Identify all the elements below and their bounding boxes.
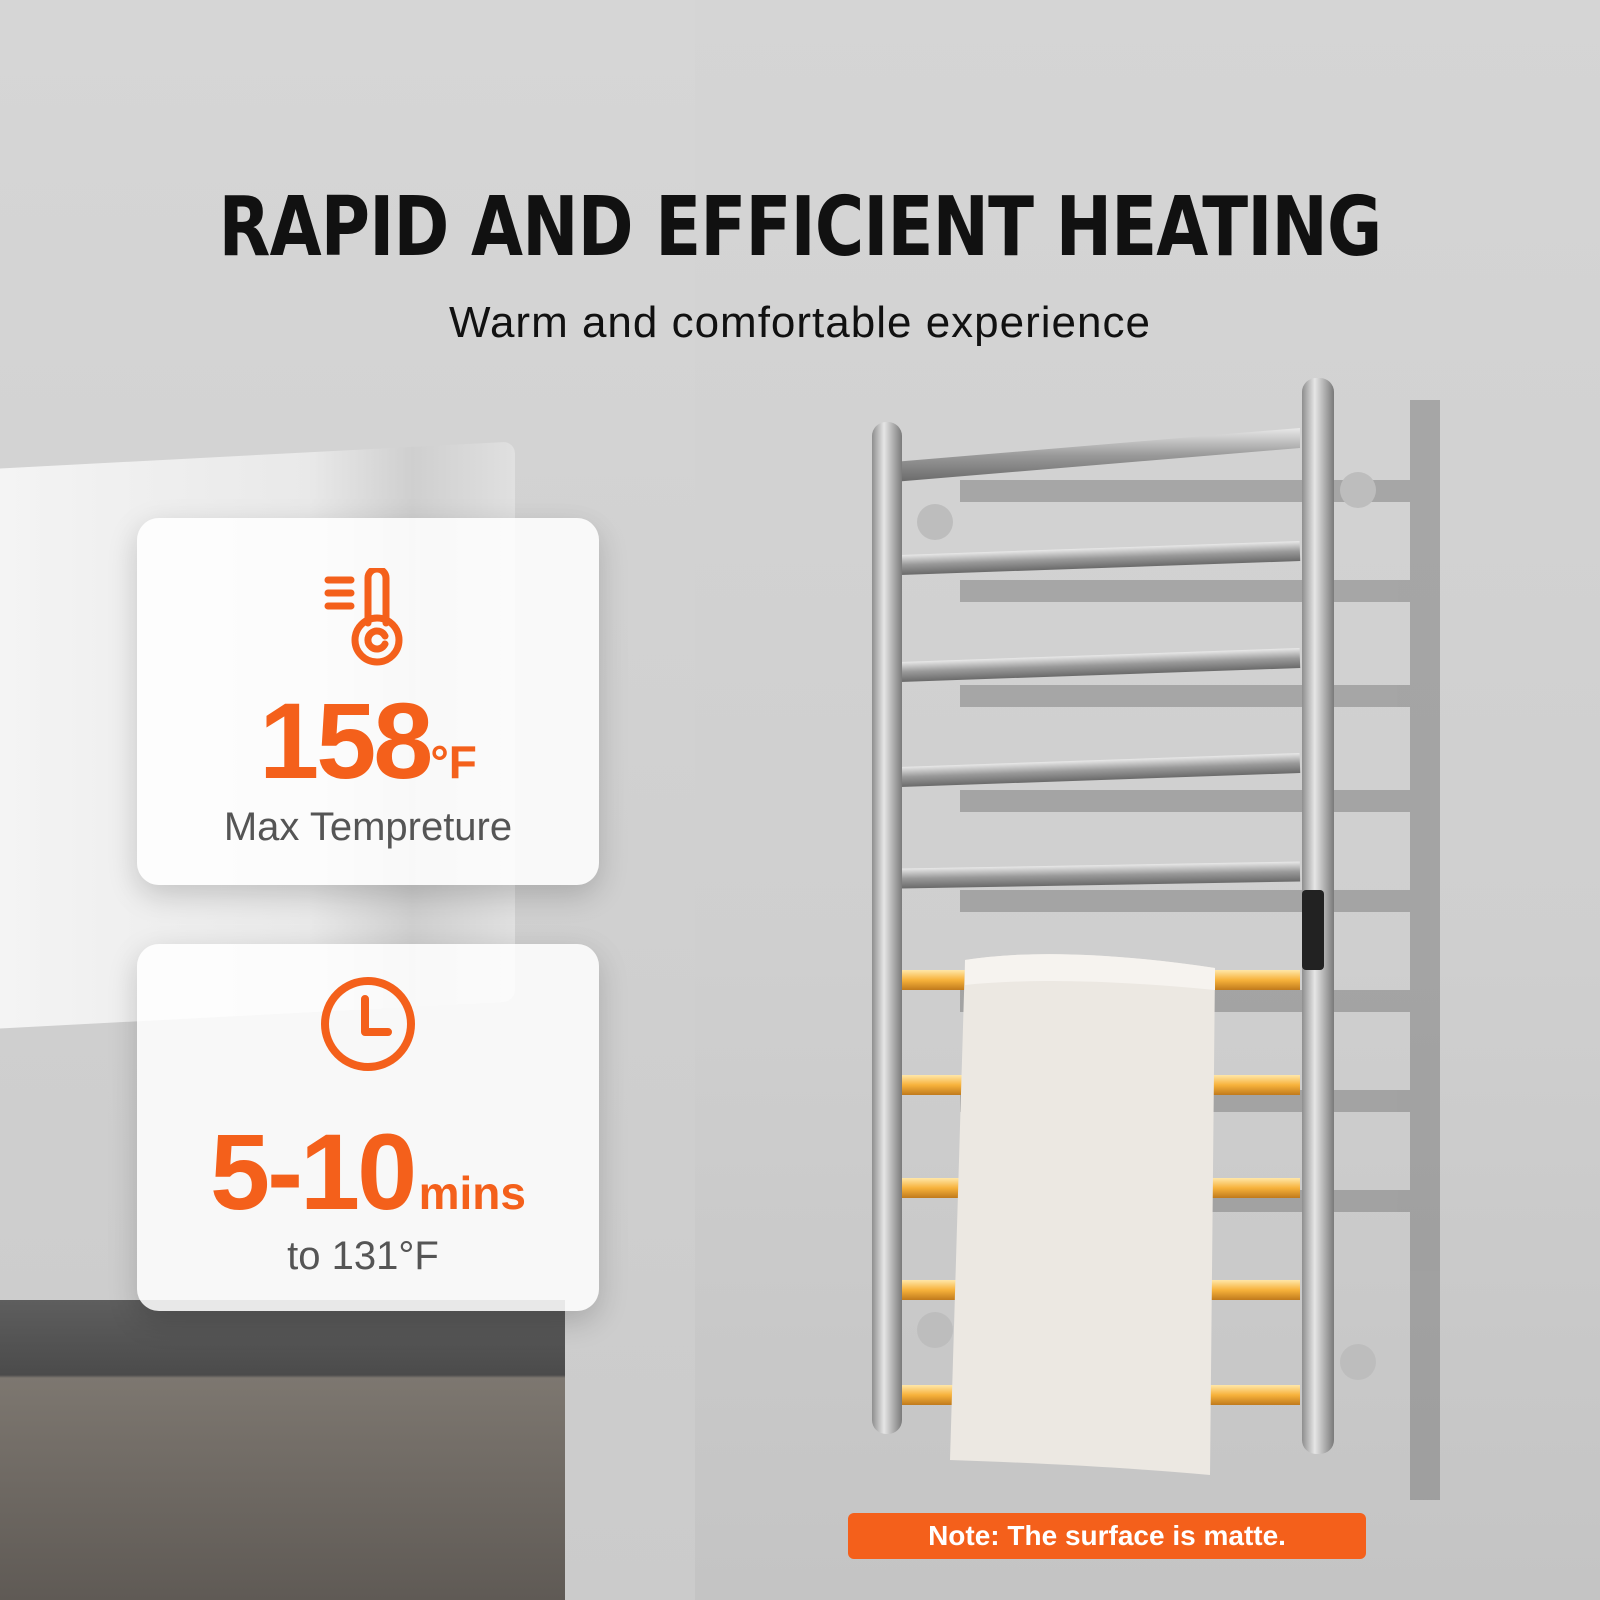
max-temperature-caption: Max Tempreture xyxy=(223,805,513,849)
feature-card-max-temperature: 158°F Max Tempreture xyxy=(137,518,599,885)
page-subtitle: Warm and comfortable experience xyxy=(449,298,1151,347)
rack-left-pole xyxy=(872,422,902,1434)
surface-note-banner: Note: The surface is matte. xyxy=(848,1513,1366,1559)
clock-icon xyxy=(321,977,415,1071)
heating-time-value: 5-10 mins xyxy=(210,1111,526,1232)
max-temperature-value: 158°F xyxy=(259,680,477,801)
thermometer-icon xyxy=(324,568,403,666)
vanity-counter xyxy=(0,1300,565,1600)
page-title: RAPID AND EFFICIENT HEATING xyxy=(218,180,1383,275)
heating-time-caption: to 131°F xyxy=(287,1234,439,1278)
feature-card-heating-time: 5-10 mins to 131°F xyxy=(137,944,599,1311)
control-switch xyxy=(1302,890,1324,970)
towel xyxy=(950,954,1215,1475)
